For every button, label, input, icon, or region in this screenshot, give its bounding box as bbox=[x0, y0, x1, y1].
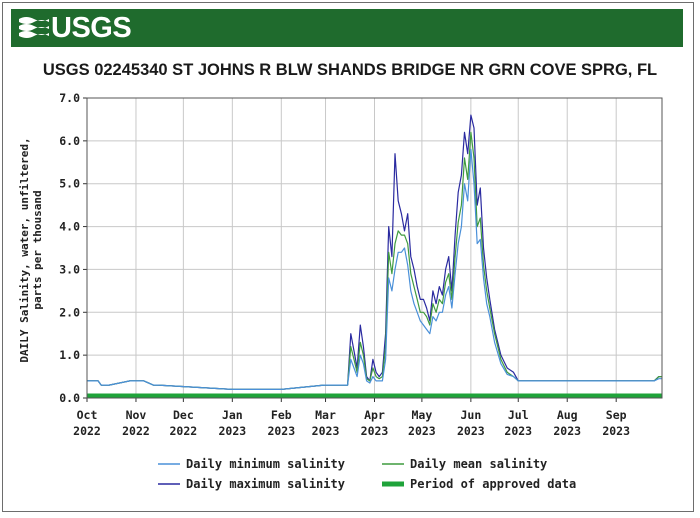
x-tick-label-year: 2023 bbox=[602, 424, 630, 438]
x-tick-label-month: Oct bbox=[77, 408, 98, 422]
x-tick-label-year: 2022 bbox=[73, 424, 101, 438]
y-tick-label: 5.0 bbox=[59, 177, 80, 191]
series-line-min bbox=[87, 148, 662, 390]
x-tick-label-year: 2023 bbox=[361, 424, 389, 438]
x-tick-label-month: Jan bbox=[222, 408, 243, 422]
x-tick-label-year: 2023 bbox=[218, 424, 246, 438]
y-tick-label: 3.0 bbox=[59, 262, 80, 276]
x-tick-label-year: 2023 bbox=[553, 424, 581, 438]
x-tick-label-month: Aug bbox=[557, 408, 578, 422]
chart-title: USGS 02245340 ST JOHNS R BLW SHANDS BRID… bbox=[42, 61, 658, 79]
x-tick-label-month: Apr bbox=[364, 408, 385, 422]
x-tick-label-year: 2023 bbox=[312, 424, 340, 438]
x-tick-label-month: May bbox=[411, 408, 432, 422]
legend-label-max: Daily maximum salinity bbox=[186, 477, 345, 491]
y-tick-label: 6.0 bbox=[59, 134, 80, 148]
logo-text: USGS bbox=[51, 11, 132, 44]
x-tick-label-year: 2022 bbox=[170, 424, 198, 438]
usgs-banner: USGS bbox=[11, 9, 683, 47]
y-tick-label: 4.0 bbox=[59, 220, 80, 234]
y-axis-label-line1: DAILY Salinity, water, unfiltered, bbox=[18, 137, 31, 362]
legend-label-mean: Daily mean salinity bbox=[410, 457, 547, 471]
y-tick-label: 2.0 bbox=[59, 305, 80, 319]
legend-label-min: Daily minimum salinity bbox=[186, 457, 345, 471]
y-tick-label: 7.0 bbox=[59, 91, 80, 105]
x-tick-label-year: 2023 bbox=[457, 424, 485, 438]
x-tick-label-year: 2022 bbox=[122, 424, 150, 438]
x-tick-label-month: Jul bbox=[508, 408, 529, 422]
legend-label-approved: Period of approved data bbox=[410, 477, 576, 491]
x-tick-label-month: Mar bbox=[315, 408, 336, 422]
y-tick-label: 1.0 bbox=[59, 348, 80, 362]
y-axis-label-line2: parts per thousand bbox=[31, 190, 44, 309]
x-tick-label-month: Feb bbox=[271, 408, 292, 422]
x-tick-label-month: Jun bbox=[460, 408, 481, 422]
usgs-logo[interactable]: USGS bbox=[19, 11, 132, 44]
usgs-wave-icon bbox=[19, 17, 49, 38]
x-tick-label-month: Nov bbox=[126, 408, 147, 422]
x-tick-label-month: Dec bbox=[173, 408, 194, 422]
x-tick-label-year: 2023 bbox=[267, 424, 295, 438]
x-tick-label-year: 2023 bbox=[408, 424, 436, 438]
x-tick-label-month: Sep bbox=[606, 408, 627, 422]
y-tick-label: 0.0 bbox=[59, 391, 80, 405]
x-tick-label-year: 2023 bbox=[504, 424, 532, 438]
plot-border bbox=[86, 97, 663, 399]
